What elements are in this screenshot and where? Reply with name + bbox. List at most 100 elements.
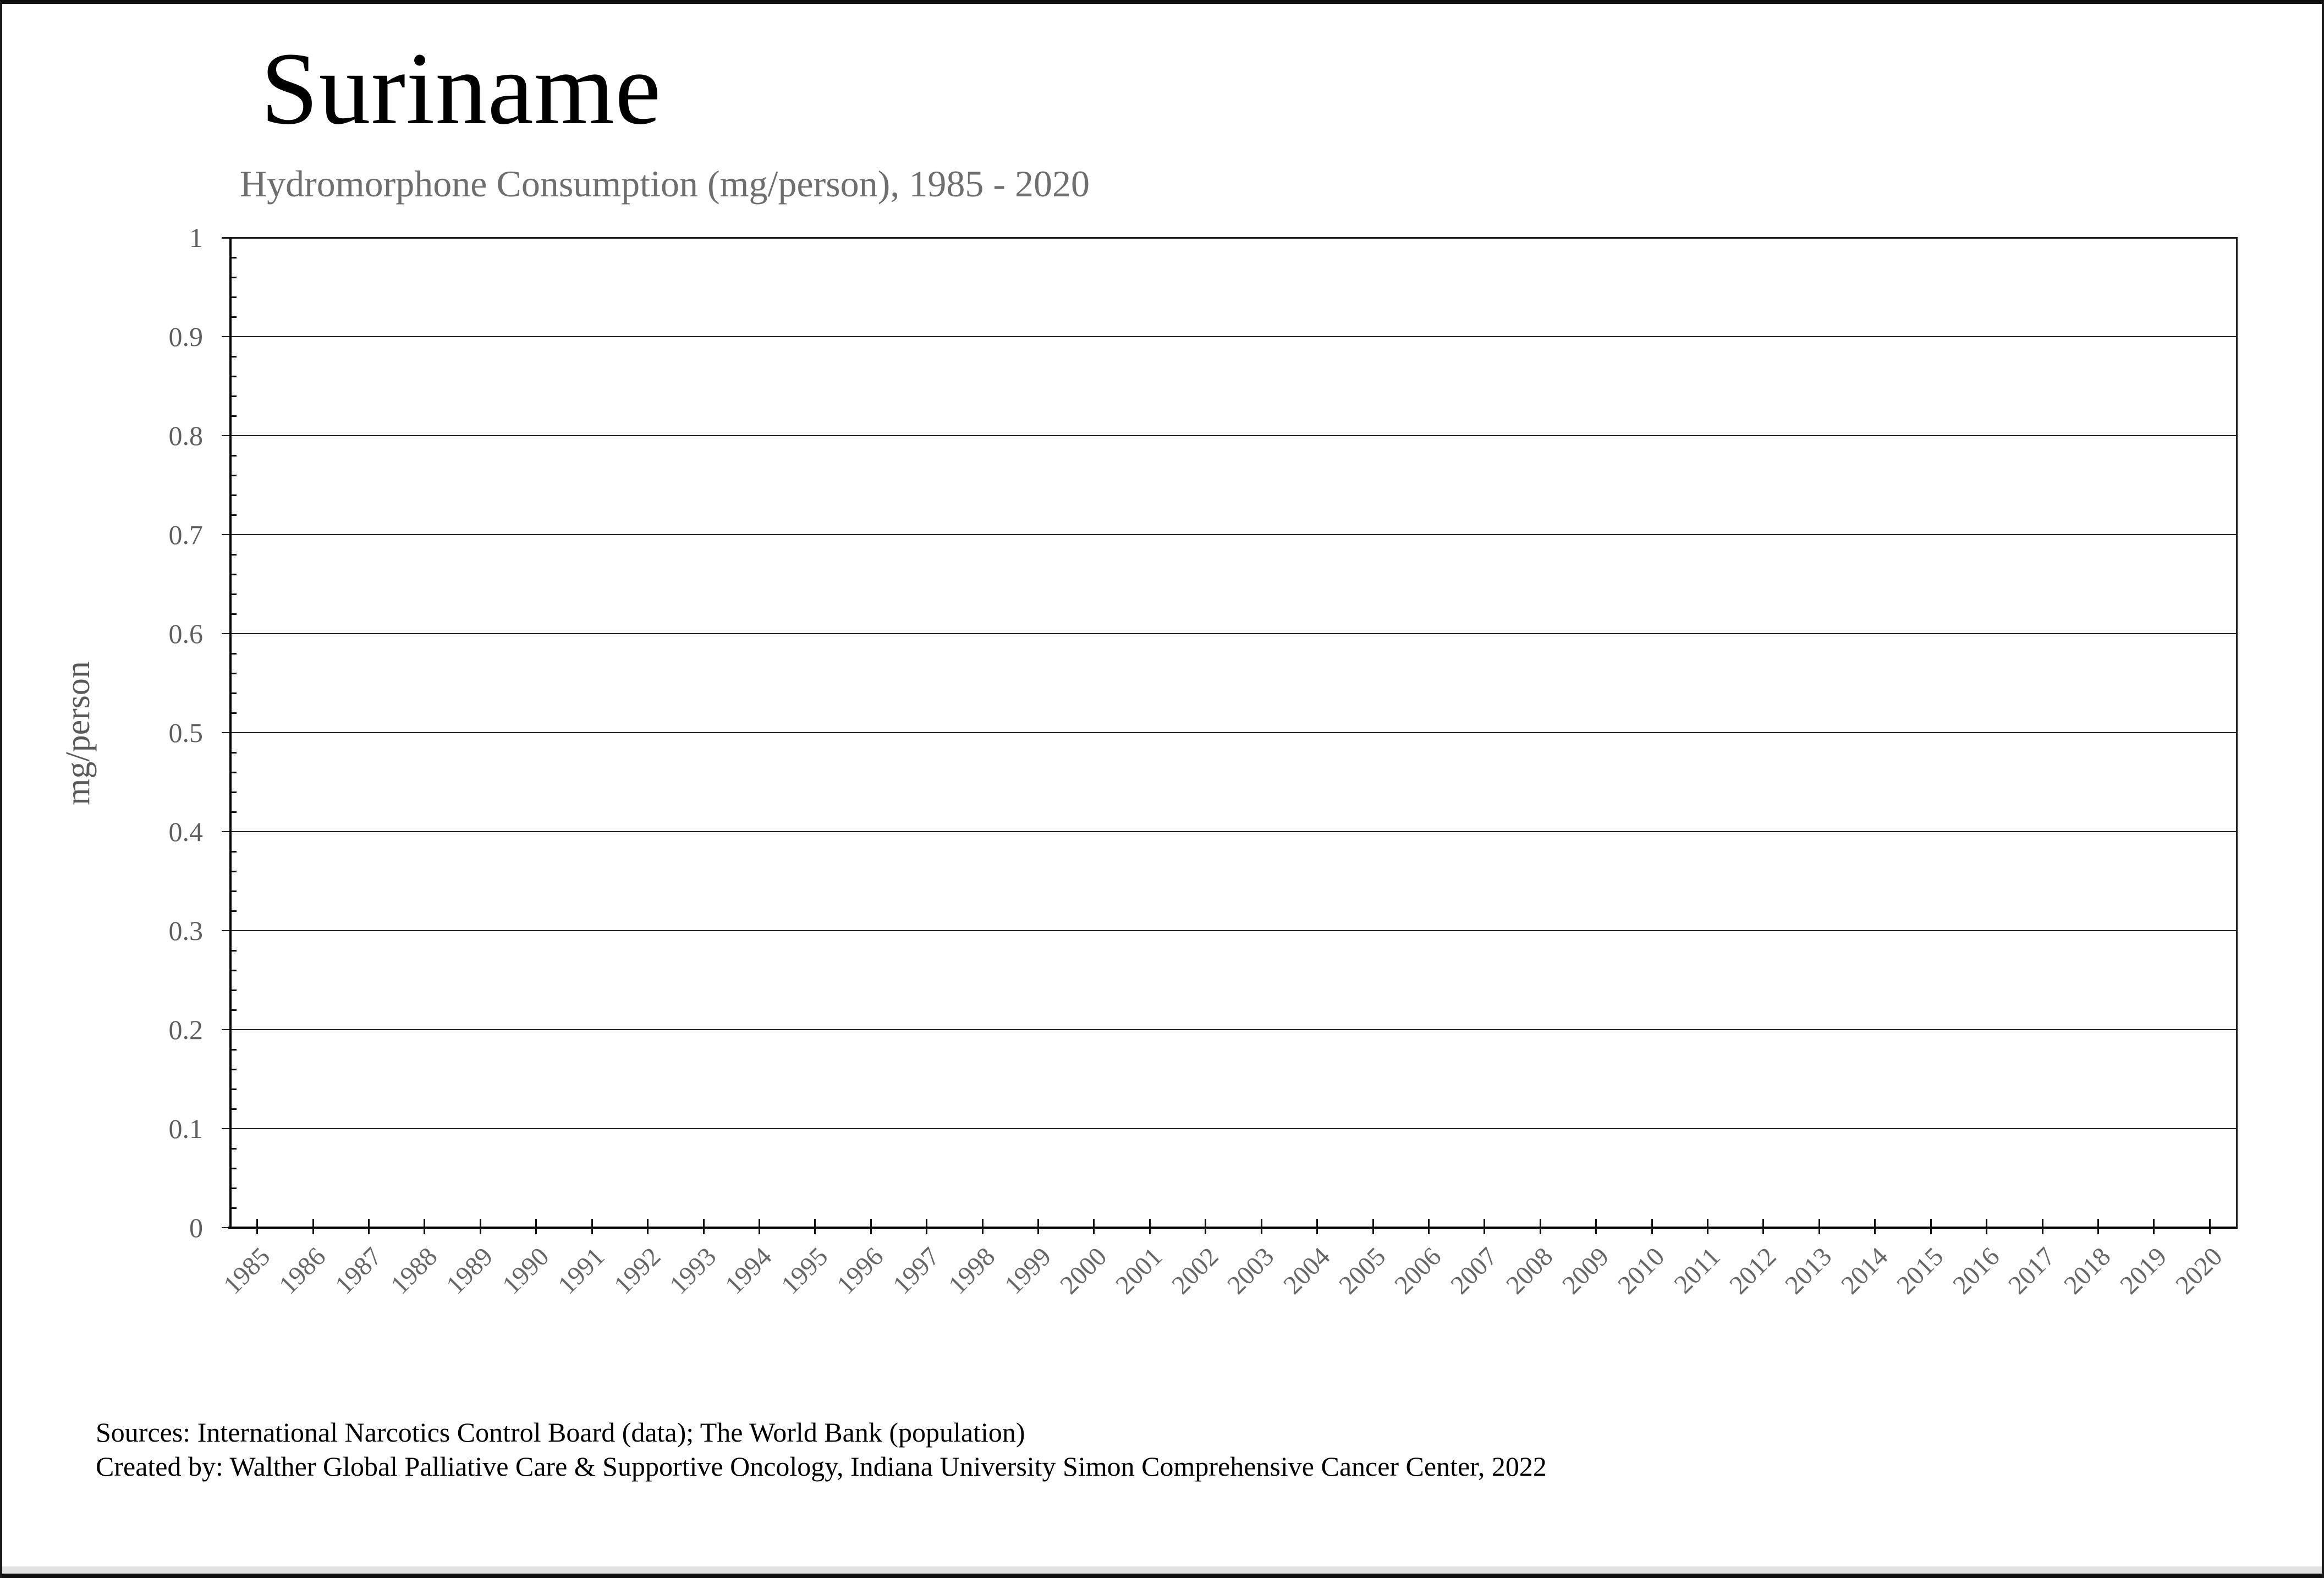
x-tick-label: 2012 (1723, 1241, 1782, 1300)
x-tick (1986, 1219, 1988, 1234)
y-gridline (222, 336, 2238, 337)
y-gridline (222, 633, 2238, 634)
x-tick-label: 1998 (943, 1241, 1001, 1300)
x-tick-label: 2005 (1333, 1241, 1392, 1300)
x-tick (1427, 1219, 1430, 1234)
x-tick (424, 1219, 426, 1234)
y-tick-label: 0.5 (168, 717, 204, 748)
y-minor-tick (229, 257, 237, 259)
x-tick-label: 2018 (2058, 1241, 2117, 1300)
x-tick (758, 1219, 760, 1234)
x-tick (312, 1219, 314, 1234)
y-tick-label: 0 (189, 1212, 203, 1243)
y-minor-tick (229, 554, 237, 556)
x-tick-label: 2017 (2003, 1241, 2061, 1300)
x-tick (1930, 1219, 1932, 1234)
y-minor-tick (229, 811, 237, 813)
x-axis-line (228, 1227, 2238, 1229)
x-tick-label: 1993 (664, 1241, 722, 1300)
y-minor-tick (229, 475, 237, 476)
x-tick-label: 2003 (1222, 1241, 1280, 1300)
y-minor-tick (229, 296, 237, 298)
y-gridline (222, 732, 2238, 733)
x-tick (1205, 1219, 1207, 1234)
y-minor-tick (229, 1088, 237, 1090)
x-tick (2208, 1219, 2211, 1234)
y-minor-tick (229, 1049, 237, 1051)
x-tick (1595, 1219, 1597, 1234)
y-minor-tick (229, 376, 237, 377)
y-minor-tick (229, 673, 237, 674)
x-tick (981, 1219, 984, 1234)
y-gridline (222, 831, 2238, 832)
y-minor-tick (229, 356, 237, 358)
x-tick (256, 1219, 259, 1234)
y-minor-tick (229, 1009, 237, 1011)
x-tick (1707, 1219, 1709, 1234)
y-minor-tick (229, 316, 237, 318)
y-minor-tick (229, 692, 237, 694)
y-minor-tick (229, 1069, 237, 1070)
x-tick (2153, 1219, 2155, 1234)
x-tick-label: 2019 (2114, 1241, 2173, 1300)
x-tick-label: 2002 (1166, 1241, 1224, 1300)
y-minor-tick (229, 1168, 237, 1169)
y-gridline (222, 534, 2238, 535)
plot-top-border (222, 237, 2238, 239)
x-tick-label: 1988 (384, 1241, 443, 1300)
x-tick-label: 1991 (552, 1241, 611, 1300)
x-tick-label: 2015 (1891, 1241, 1949, 1300)
x-tick (1762, 1219, 1765, 1234)
window-bottom-shadow (2, 1566, 2322, 1574)
x-tick-label: 1986 (273, 1241, 332, 1300)
x-tick (1818, 1219, 1820, 1234)
y-minor-tick (229, 772, 237, 773)
x-tick-label: 1989 (441, 1241, 499, 1300)
y-minor-tick (229, 890, 237, 892)
y-tick-label: 0.1 (168, 1113, 204, 1144)
x-tick-label: 1996 (831, 1241, 889, 1300)
y-tick-label: 0.4 (168, 816, 204, 847)
y-minor-tick (229, 989, 237, 991)
x-tick (1260, 1219, 1262, 1234)
y-minor-tick (229, 455, 237, 457)
y-minor-tick (229, 1207, 237, 1209)
x-tick (702, 1219, 705, 1234)
x-tick-label: 2009 (1556, 1241, 1615, 1300)
y-gridline (222, 1128, 2238, 1129)
x-tick-label: 2007 (1444, 1241, 1503, 1300)
y-minor-tick (229, 910, 237, 912)
y-minor-tick (229, 613, 237, 615)
x-tick-label: 1985 (217, 1241, 276, 1300)
x-tick (1149, 1219, 1151, 1234)
x-tick (2041, 1219, 2043, 1234)
x-tick-label: 1990 (496, 1241, 555, 1300)
x-tick (1651, 1219, 1653, 1234)
x-tick (1037, 1219, 1040, 1234)
x-tick (368, 1219, 370, 1234)
x-tick-label: 2008 (1501, 1241, 1559, 1300)
y-gridline (222, 930, 2238, 931)
x-tick (1372, 1219, 1374, 1234)
source-note-line-1: Sources: International Narcotics Control… (96, 1417, 1025, 1448)
y-axis-title: mg/person (59, 661, 97, 805)
x-tick-label: 2016 (1947, 1241, 2005, 1300)
x-tick-label: 2000 (1054, 1241, 1113, 1300)
y-minor-tick (229, 653, 237, 655)
plot-right-border (2236, 238, 2238, 1228)
x-tick (870, 1219, 872, 1234)
x-tick-label: 1994 (719, 1241, 778, 1300)
y-minor-tick (229, 574, 237, 575)
source-note-line-2: Created by: Walther Global Palliative Ca… (96, 1451, 1547, 1482)
y-minor-tick (229, 791, 237, 793)
x-axis-major-tick-overhang (222, 1227, 229, 1228)
x-tick-label: 1995 (775, 1241, 834, 1300)
x-tick-label: 2001 (1110, 1241, 1168, 1300)
x-tick (1874, 1219, 1876, 1234)
chart-subtitle: Hydromorphone Consumption (mg/person), 1… (240, 163, 1090, 205)
y-minor-tick (229, 593, 237, 595)
x-tick-label: 1992 (608, 1241, 666, 1300)
x-tick (647, 1219, 649, 1234)
y-tick-label: 0.3 (168, 915, 204, 946)
